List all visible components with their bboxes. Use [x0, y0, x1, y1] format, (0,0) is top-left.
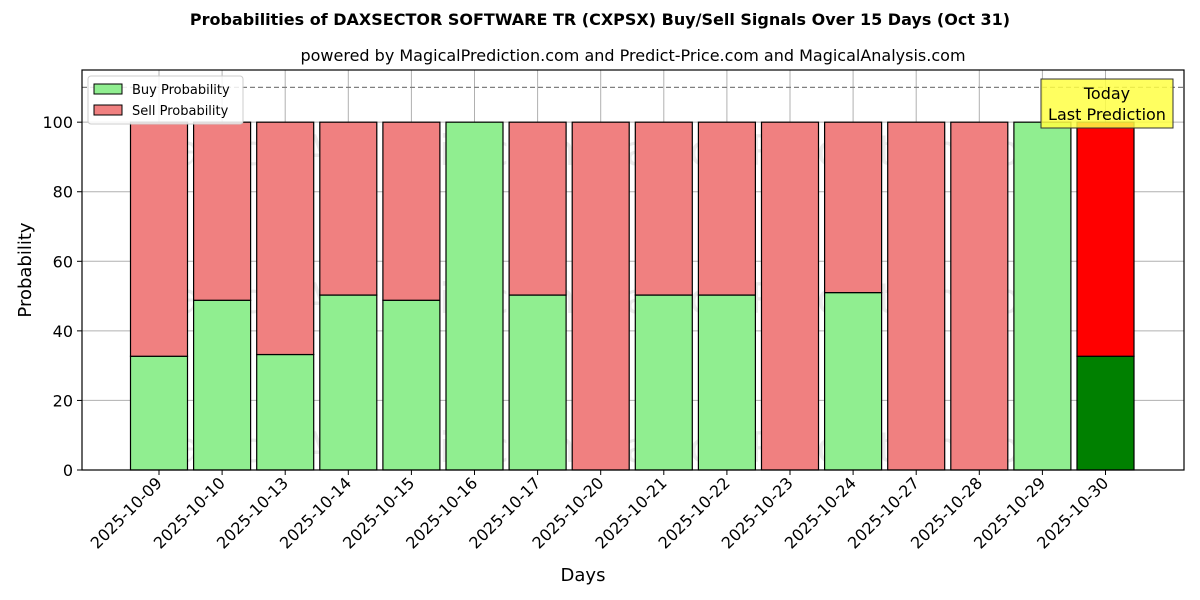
- today-annotation: Today Last Prediction: [1040, 78, 1174, 129]
- annotation-line1: Today: [1083, 84, 1130, 103]
- buy-bar: [129, 355, 189, 471]
- buy-bar: [1076, 355, 1135, 471]
- buy-bar: [319, 294, 378, 471]
- sell-bar: [571, 121, 630, 471]
- sell-bar: [129, 121, 189, 357]
- chart-title: Probabilities of DAXSECTOR SOFTWARE TR (…: [189, 10, 1011, 29]
- bar-group: [129, 121, 189, 471]
- annotation-box: [1040, 78, 1174, 129]
- sell-bar: [760, 121, 820, 471]
- bar-group: [508, 121, 567, 471]
- buy-bar: [508, 294, 567, 471]
- bar-group: [1013, 121, 1072, 471]
- sell-bar: [256, 121, 315, 356]
- sell-bar: [697, 121, 757, 296]
- y-tick-label: 0: [63, 461, 73, 480]
- y-axis-label: Probability: [15, 222, 36, 317]
- buy-bar: [445, 121, 504, 471]
- sell-bar: [1076, 121, 1135, 357]
- plot-frame: [81, 69, 1185, 471]
- buy-bar: [1013, 121, 1072, 471]
- bar-group: [823, 121, 883, 471]
- legend: Buy Probability Sell Probability: [87, 75, 244, 125]
- sell-bar: [823, 121, 883, 294]
- buy-bar: [823, 292, 883, 471]
- chart-subtitle: powered by MagicalPrediction.com and Pre…: [300, 46, 966, 65]
- buy-bar: [382, 299, 441, 471]
- bar-group: [319, 121, 378, 471]
- bar-group: [382, 121, 441, 471]
- bar-group: [445, 121, 504, 471]
- bar-group: [887, 121, 946, 471]
- legend-box: [87, 75, 244, 125]
- sell-bar: [319, 121, 378, 296]
- y-tick-label: 40: [53, 322, 73, 341]
- bar-group: [760, 121, 820, 471]
- bar-group: [1076, 121, 1135, 471]
- bar-group: [697, 121, 757, 471]
- sell-bar: [887, 121, 946, 471]
- bar-group: [571, 121, 630, 471]
- legend-sell-label: Sell Probability: [132, 104, 229, 119]
- legend-buy-swatch: [93, 83, 123, 95]
- y-tick-label: 60: [53, 252, 73, 271]
- y-tick-label: 100: [42, 113, 73, 132]
- legend-sell-swatch: [93, 104, 123, 116]
- buy-bar: [193, 299, 252, 471]
- sell-bar: [382, 121, 441, 301]
- sell-bar: [950, 121, 1009, 471]
- bar-group: [256, 121, 315, 471]
- buy-bar: [256, 353, 315, 471]
- sell-bar: [508, 121, 567, 296]
- buy-bar: [697, 294, 757, 471]
- annotation-line2: Last Prediction: [1048, 105, 1166, 124]
- bar-group: [193, 121, 252, 471]
- bar-group: [634, 121, 693, 471]
- sell-bar: [193, 121, 252, 301]
- bar-group: [950, 121, 1009, 471]
- legend-buy-label: Buy Probability: [132, 83, 230, 98]
- y-tick-label: 20: [53, 391, 73, 410]
- x-axis-label: Days: [561, 565, 606, 586]
- buy-bar: [634, 294, 693, 471]
- y-tick-label: 80: [53, 183, 73, 202]
- sell-bar: [634, 121, 693, 296]
